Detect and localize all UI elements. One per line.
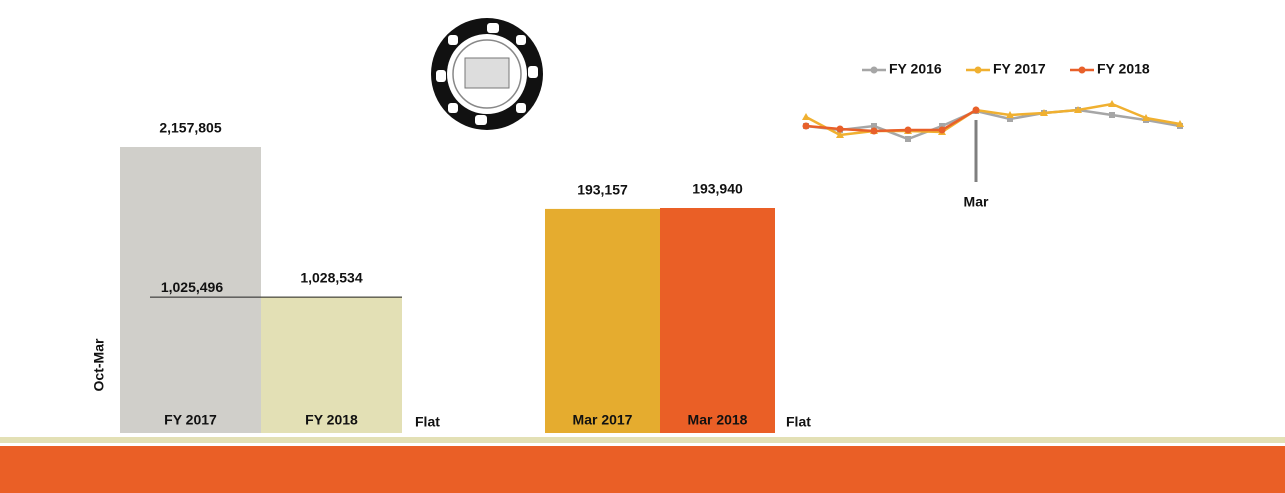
point: [836, 131, 844, 138]
point: [904, 126, 912, 134]
point: [1176, 120, 1184, 127]
category-label: Mar 2017: [573, 412, 633, 428]
legend-label: FY 2017: [993, 61, 1046, 77]
legend-marker: [974, 66, 982, 74]
point: [972, 106, 980, 114]
legend-marker: [1078, 66, 1086, 74]
point: [1007, 116, 1013, 122]
point: [939, 123, 945, 129]
series-line: [805, 108, 977, 133]
point: [905, 136, 911, 142]
x-tick-label: Mar: [964, 194, 989, 210]
point: [871, 123, 877, 129]
category-label: Mar 2018: [688, 412, 748, 428]
point: [802, 113, 810, 120]
value-label: 1,028,534: [300, 269, 362, 285]
series-line: [805, 108, 1181, 141]
point: [1108, 100, 1116, 107]
point: [938, 126, 946, 134]
reference-label: 1,025,496: [161, 279, 223, 295]
point: [1040, 109, 1048, 116]
point: [802, 122, 810, 130]
logo: [431, 18, 543, 130]
legend-label: FY 2018: [1097, 61, 1150, 77]
point: [1142, 114, 1150, 121]
category-label: FY 2018: [305, 412, 358, 428]
point: [1006, 111, 1014, 118]
annotation: Flat: [786, 414, 811, 430]
value-label: 193,940: [692, 181, 743, 197]
point: [1109, 112, 1115, 118]
point: [836, 125, 844, 133]
value-label: 193,157: [577, 182, 628, 198]
legend-label: FY 2016: [889, 61, 942, 77]
category-label: FY 2017: [164, 412, 217, 428]
annotation: Flat: [415, 414, 440, 430]
point: [870, 127, 878, 135]
bar: [660, 208, 775, 433]
value-label: 2,157,805: [159, 120, 221, 136]
point: [1074, 106, 1082, 113]
bar: [120, 147, 261, 433]
footer-band: [0, 446, 1285, 493]
bar: [545, 208, 660, 433]
divider: [0, 437, 1285, 443]
bar: [261, 296, 402, 433]
legend-marker: [870, 66, 878, 74]
y-axis-label: Oct-Mar: [91, 338, 107, 391]
